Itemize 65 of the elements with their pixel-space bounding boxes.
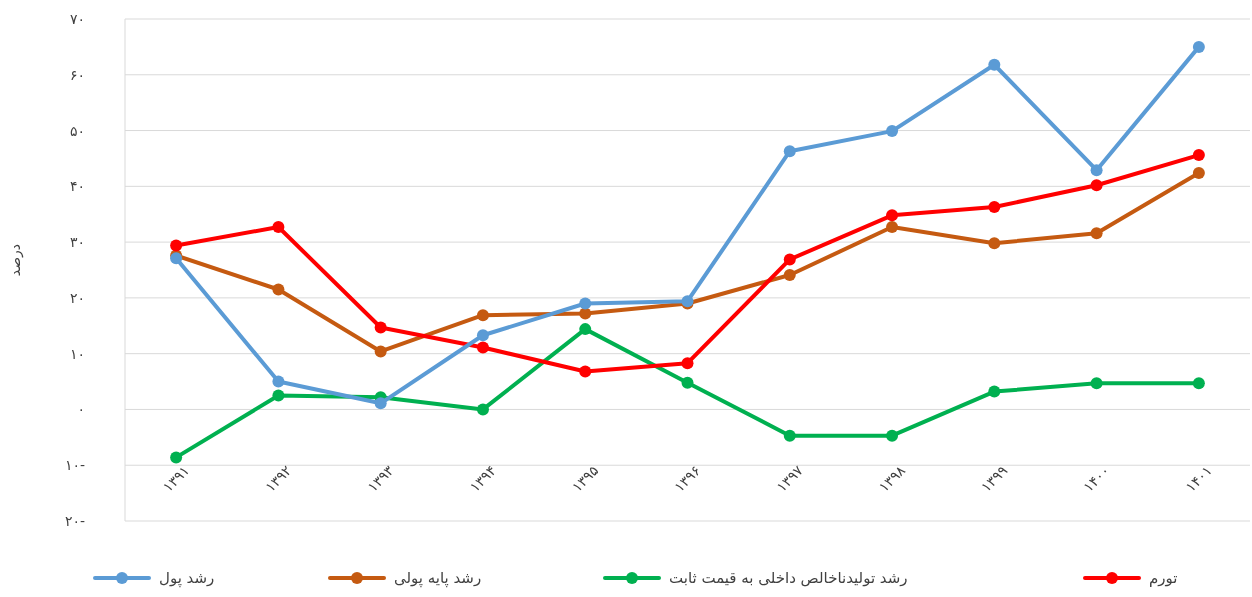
point bbox=[374, 397, 387, 410]
point bbox=[886, 221, 899, 234]
x-tick-label: ۱۳۹۵ bbox=[568, 462, 602, 495]
y-tick-label: ۷۰ bbox=[69, 11, 85, 27]
x-tick-label: ۱۴۰۰ bbox=[1080, 462, 1113, 495]
point bbox=[170, 239, 183, 252]
point bbox=[783, 429, 796, 442]
y-tick-label: ۳۰ bbox=[69, 234, 85, 251]
point bbox=[886, 125, 899, 138]
y-tick-label: ۲۰ bbox=[69, 289, 85, 306]
point bbox=[476, 309, 489, 322]
y-tick-label: ۰ bbox=[77, 401, 85, 418]
legend-label: رشد پول bbox=[159, 569, 215, 588]
point bbox=[579, 323, 592, 336]
x-tick-label: ۱۳۹۱ bbox=[159, 462, 193, 495]
point bbox=[374, 345, 387, 358]
x-tick-label: ۱۳۹۲ bbox=[261, 462, 295, 495]
x-tick-label: ۱۳۹۸ bbox=[875, 461, 909, 495]
x-tick-label: ۱۳۹۶ bbox=[671, 462, 704, 495]
point bbox=[988, 58, 1001, 71]
x-tick-label: ۱۳۹۳ bbox=[364, 461, 398, 495]
point bbox=[1192, 40, 1205, 53]
point bbox=[1192, 149, 1205, 162]
point bbox=[988, 385, 1001, 398]
point bbox=[374, 321, 387, 334]
point bbox=[1090, 227, 1103, 240]
point bbox=[476, 403, 489, 416]
point bbox=[476, 329, 489, 342]
point bbox=[476, 341, 489, 354]
y-tick-label: ۵۰ bbox=[69, 122, 85, 139]
point bbox=[272, 389, 285, 402]
y-tick-label: ۱۰- bbox=[64, 457, 85, 474]
x-tick-label: ۱۳۹۹ bbox=[977, 462, 1011, 495]
y-tick-label: ۲۰- bbox=[64, 513, 85, 529]
point bbox=[681, 376, 694, 389]
y-tick-label: ۴۰ bbox=[69, 178, 85, 195]
point bbox=[272, 283, 285, 296]
point bbox=[1192, 377, 1205, 390]
point bbox=[579, 307, 592, 320]
point bbox=[1090, 377, 1103, 390]
legend-label: تورم bbox=[1149, 569, 1178, 587]
point bbox=[988, 200, 1001, 213]
legend-label: رشد تولیدناخالص داخلی به قیمت ثابت bbox=[669, 569, 908, 587]
y-tick-label: ۱۰ bbox=[69, 345, 85, 362]
point bbox=[681, 357, 694, 370]
x-tick-label: ۱۳۹۷ bbox=[773, 461, 807, 495]
point bbox=[1090, 164, 1103, 177]
point bbox=[988, 237, 1001, 250]
point bbox=[783, 269, 796, 282]
point bbox=[579, 365, 592, 378]
point bbox=[272, 221, 285, 234]
x-tick-label: ۱۴۰۱ bbox=[1182, 462, 1215, 495]
point bbox=[783, 145, 796, 158]
point bbox=[579, 297, 592, 310]
point bbox=[783, 253, 796, 266]
point bbox=[272, 375, 285, 388]
point bbox=[1192, 166, 1205, 179]
point bbox=[886, 209, 899, 222]
y-axis-title: درصد bbox=[7, 243, 24, 277]
y-tick-label: ۶۰ bbox=[69, 66, 85, 83]
point bbox=[170, 451, 183, 464]
point bbox=[1090, 179, 1103, 192]
point bbox=[886, 429, 899, 442]
legend-label: رشد پایه پولی bbox=[394, 569, 482, 588]
x-tick-label: ۱۳۹۴ bbox=[466, 462, 500, 495]
